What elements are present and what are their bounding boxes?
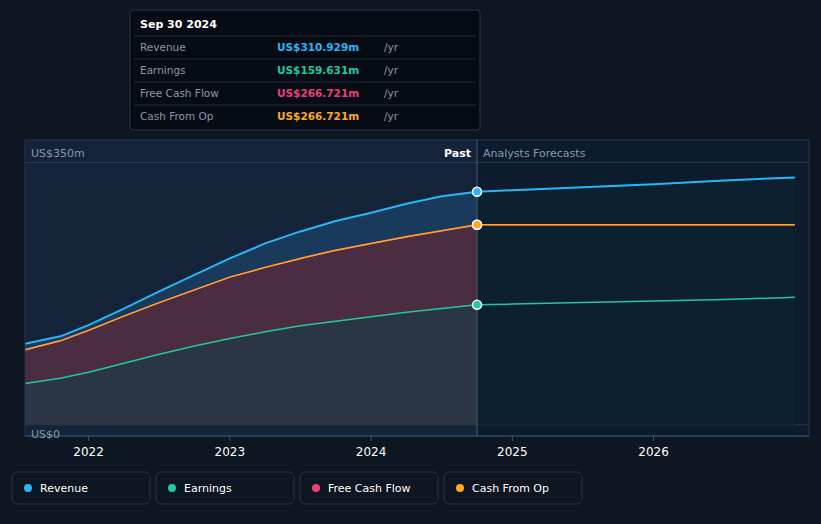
- tooltip-value: US$159.631m: [277, 64, 359, 76]
- tooltip-label: Cash From Op: [140, 110, 214, 122]
- x-tick: [512, 436, 513, 441]
- area: [25, 177, 477, 424]
- legend-label: Earnings: [184, 482, 232, 495]
- chart: 2022 2023 2024 2025 2026 US$0 US$350m Past Analy…: [0, 0, 821, 524]
- tooltip-box: [130, 10, 480, 130]
- x-tick-label: 2023: [215, 445, 246, 459]
- series-line: [25, 177, 795, 343]
- x-tick-label: 2026: [638, 445, 669, 459]
- tooltip-value: US$266.721m: [277, 87, 359, 99]
- region-label: Analysts Forecasts: [483, 147, 586, 160]
- legend-swatch: [168, 484, 176, 492]
- tooltip: Sep 30 2024 Revenue US$310.929m/yr Earnings…: [130, 10, 480, 130]
- tooltip-unit: /yr: [384, 110, 399, 122]
- legend-swatch: [312, 484, 320, 492]
- series-line: [25, 225, 795, 350]
- legend-box: [300, 472, 438, 504]
- x-tick-label: 2024: [356, 445, 387, 459]
- area: [25, 297, 477, 424]
- tooltip-separator: [134, 59, 476, 60]
- tooltip-unit: /yr: [384, 41, 399, 53]
- point: [473, 300, 482, 309]
- legend-label: Revenue: [40, 482, 88, 495]
- tooltip-separator: [134, 36, 476, 37]
- grid-line: [25, 162, 809, 163]
- tooltip-label: Revenue: [140, 41, 186, 53]
- x-tick-label: 2022: [73, 445, 104, 459]
- x-tick: [653, 436, 654, 441]
- x-tick: [371, 436, 372, 441]
- legend-box: [156, 472, 294, 504]
- tooltip-label: Free Cash Flow: [140, 87, 219, 99]
- y-tick-label: US$0: [31, 428, 60, 441]
- y-tick-label: US$350m: [31, 147, 85, 160]
- past-region: [25, 140, 809, 436]
- x-axis: [25, 436, 809, 437]
- legend-label: Free Cash Flow: [328, 482, 411, 495]
- tooltip-title: Sep 30 2024: [140, 18, 217, 31]
- background: [0, 0, 821, 524]
- past-fills: [25, 177, 477, 424]
- tooltip-unit: /yr: [384, 87, 399, 99]
- region-label: Past: [444, 147, 471, 160]
- plot-frame: [25, 140, 809, 436]
- tooltip-value: US$310.929m: [277, 41, 359, 53]
- tooltip-separator: [134, 105, 476, 106]
- tooltip-unit: /yr: [384, 64, 399, 76]
- legend-label: Cash From Op: [472, 482, 549, 495]
- point: [473, 220, 482, 229]
- legend-swatch: [24, 484, 32, 492]
- plot-area: [25, 140, 809, 436]
- series-line: [25, 225, 795, 350]
- legend-box: [444, 472, 582, 504]
- tooltip-value: US$266.721m: [277, 110, 359, 122]
- legend: Revenue Earnings Free Cash Flow Cash From O…: [12, 472, 582, 504]
- future-fills: [477, 177, 795, 424]
- area: [477, 177, 795, 424]
- tooltip-label: Earnings: [140, 64, 186, 76]
- x-tick: [229, 436, 230, 441]
- area: [25, 225, 477, 425]
- tooltip-separator: [134, 82, 476, 83]
- x-tick: [88, 436, 89, 441]
- x-tick-label: 2025: [497, 445, 528, 459]
- legend-swatch: [456, 484, 464, 492]
- divider-line: [477, 140, 478, 436]
- point: [473, 220, 482, 229]
- legend-box: [12, 472, 150, 504]
- point: [473, 187, 482, 196]
